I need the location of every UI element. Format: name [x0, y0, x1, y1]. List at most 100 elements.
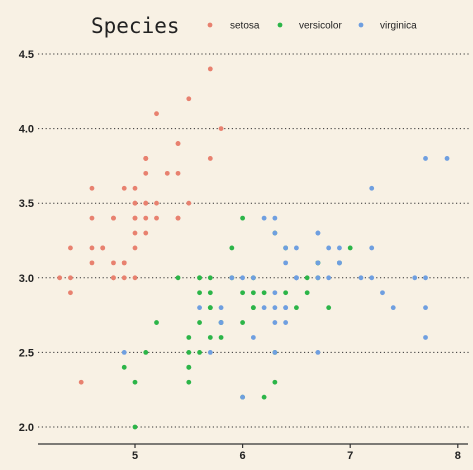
- x-tick-label: 8: [455, 450, 461, 462]
- data-point-versicolor: [347, 245, 353, 251]
- data-point-virginica: [294, 245, 299, 251]
- legend-marker-virginica: [358, 22, 364, 28]
- data-point-setosa: [121, 185, 127, 191]
- data-point-virginica: [315, 275, 321, 281]
- data-point-virginica: [240, 394, 246, 400]
- data-point-virginica: [250, 335, 256, 340]
- data-point-versicolor: [207, 275, 213, 281]
- data-point-virginica: [294, 275, 299, 281]
- data-point-virginica: [197, 305, 202, 311]
- data-point-versicolor: [197, 350, 202, 355]
- data-point-virginica: [283, 245, 289, 251]
- data-point-setosa: [111, 260, 116, 266]
- data-point-virginica: [315, 230, 321, 236]
- data-point-setosa: [207, 66, 213, 72]
- data-point-versicolor: [132, 424, 138, 430]
- data-point-setosa: [68, 290, 73, 296]
- data-point-versicolor: [186, 364, 192, 370]
- data-point-virginica: [423, 275, 428, 281]
- data-point-virginica: [272, 320, 278, 325]
- legend: Species setosa versicolor virginica: [91, 14, 417, 38]
- data-point-setosa: [154, 215, 159, 221]
- data-point-versicolor: [218, 335, 224, 340]
- data-point-virginica: [272, 305, 278, 311]
- data-point-setosa: [175, 141, 181, 146]
- data-point-versicolor: [240, 290, 246, 296]
- data-point-virginica: [283, 305, 289, 311]
- y-tick-label: 3.5: [19, 198, 34, 210]
- data-point-versicolor: [175, 275, 181, 281]
- data-point-setosa: [78, 379, 84, 385]
- data-point-setosa: [175, 215, 181, 221]
- data-point-virginica: [283, 260, 289, 266]
- data-point-setosa: [143, 230, 149, 236]
- data-point-versicolor: [261, 394, 267, 400]
- data-point-setosa: [111, 275, 116, 281]
- data-point-setosa: [207, 156, 213, 161]
- data-point-versicolor: [294, 305, 299, 311]
- data-point-setosa: [132, 275, 138, 281]
- legend-title: Species: [91, 14, 180, 38]
- series-versicolor: [121, 215, 353, 430]
- data-point-versicolor: [186, 379, 192, 385]
- data-point-setosa: [111, 215, 116, 221]
- data-point-versicolor: [197, 290, 202, 296]
- y-tick-label: 4.5: [19, 49, 34, 61]
- data-point-versicolor: [197, 320, 202, 325]
- data-point-setosa: [121, 260, 127, 266]
- data-point-versicolor: [283, 290, 289, 296]
- legend-label-virginica: virginica: [380, 21, 417, 32]
- data-point-virginica: [272, 290, 278, 296]
- data-point-virginica: [423, 335, 428, 340]
- data-point-setosa: [143, 200, 149, 206]
- data-point-virginica: [207, 350, 213, 355]
- data-point-setosa: [132, 185, 138, 191]
- data-point-virginica: [444, 156, 450, 161]
- data-point-setosa: [100, 245, 106, 251]
- y-tick-label: 3.0: [19, 273, 34, 285]
- data-point-virginica: [272, 350, 278, 355]
- data-point-virginica: [315, 350, 321, 355]
- data-point-virginica: [240, 275, 246, 281]
- data-point-setosa: [132, 200, 138, 206]
- data-point-versicolor: [143, 350, 149, 355]
- legend-label-versicolor: versicolor: [299, 21, 342, 32]
- data-points: [57, 66, 450, 430]
- y-tick-label: 2.0: [19, 422, 34, 434]
- data-point-setosa: [132, 230, 138, 236]
- data-point-versicolor: [207, 335, 213, 340]
- data-point-versicolor: [132, 379, 138, 385]
- data-point-versicolor: [121, 364, 127, 370]
- data-point-virginica: [390, 305, 396, 311]
- data-point-setosa: [132, 215, 138, 221]
- data-point-setosa: [68, 275, 73, 281]
- data-point-virginica: [380, 290, 385, 296]
- data-point-virginica: [283, 320, 289, 325]
- data-point-versicolor: [240, 215, 246, 221]
- data-point-versicolor: [186, 335, 192, 340]
- data-point-setosa: [89, 245, 95, 251]
- x-tick-label: 5: [132, 450, 138, 462]
- data-point-setosa: [89, 260, 95, 266]
- legend-label-setosa: setosa: [230, 21, 260, 32]
- data-point-virginica: [250, 275, 256, 281]
- data-point-virginica: [261, 215, 267, 221]
- grid-layer: 2.0 2.5 3.0 3.5 4.0 4.5: [19, 49, 470, 434]
- data-point-setosa: [175, 170, 181, 176]
- data-point-virginica: [337, 260, 342, 266]
- data-point-virginica: [315, 260, 321, 266]
- data-point-versicolor: [197, 275, 202, 281]
- data-point-versicolor: [154, 320, 159, 325]
- x-axis: 5 6 7 8: [38, 443, 468, 462]
- data-point-virginica: [423, 305, 428, 311]
- data-point-virginica: [218, 305, 224, 311]
- data-point-setosa: [186, 96, 192, 102]
- data-point-setosa: [89, 185, 95, 191]
- data-point-setosa: [68, 245, 73, 251]
- series-virginica: [121, 156, 450, 400]
- data-point-virginica: [121, 350, 127, 355]
- y-tick-label: 4.0: [19, 124, 34, 136]
- data-point-versicolor: [207, 305, 213, 311]
- data-point-virginica: [272, 215, 278, 221]
